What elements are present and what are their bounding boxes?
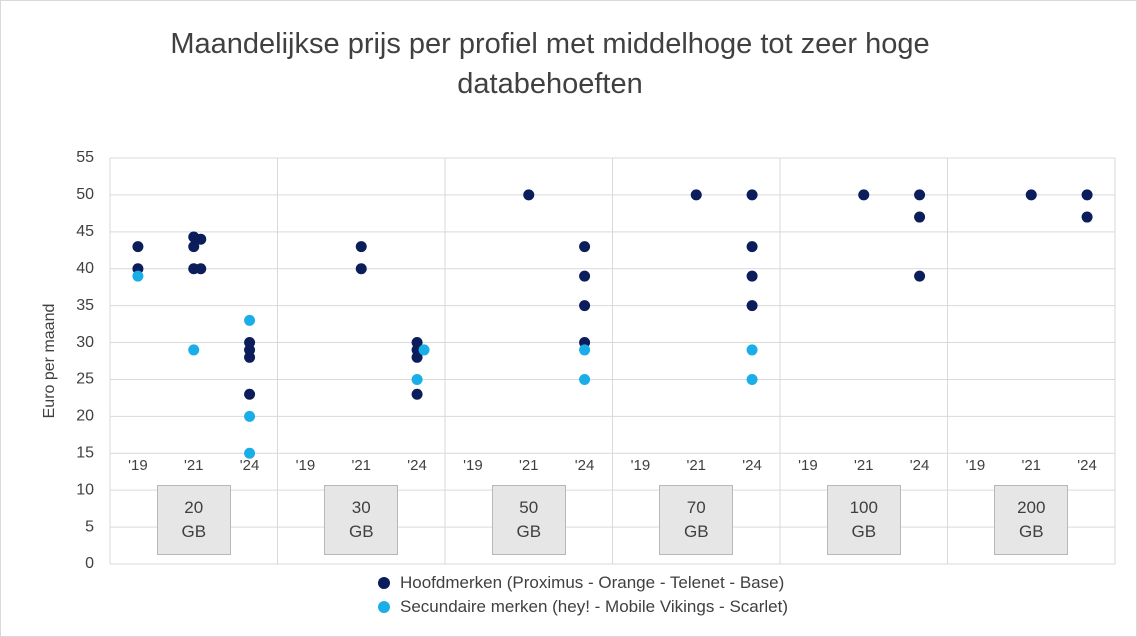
year-label: '21 — [1021, 457, 1041, 474]
category-label: 50 GB — [491, 485, 566, 555]
point — [1081, 189, 1093, 201]
point — [188, 344, 200, 356]
legend-item: Hoofdmerken (Proximus - Orange - Telenet… — [378, 573, 784, 593]
point — [858, 189, 870, 201]
y-tick-label: 40 — [76, 260, 94, 277]
point — [1081, 211, 1093, 223]
y-tick-label: 45 — [76, 223, 94, 240]
point — [244, 314, 256, 326]
year-label: '21 — [351, 457, 371, 474]
point — [355, 241, 367, 253]
year-label: '19 — [798, 457, 818, 474]
point — [579, 241, 591, 253]
category-label: 200 GB — [994, 485, 1069, 555]
point — [244, 337, 256, 349]
point — [579, 344, 591, 356]
point — [244, 351, 256, 363]
point — [411, 351, 423, 363]
point — [411, 337, 423, 349]
point — [411, 373, 423, 385]
category-label: 20 GB — [156, 485, 231, 555]
year-label: '21 — [184, 457, 204, 474]
y-tick-label: 30 — [76, 334, 94, 351]
y-tick-label: 15 — [76, 444, 94, 461]
year-label: '19 — [463, 457, 483, 474]
point — [746, 189, 758, 201]
point — [914, 211, 926, 223]
point — [244, 410, 256, 422]
y-tick-label: 5 — [85, 518, 94, 535]
point — [195, 263, 207, 275]
year-label: '19 — [631, 457, 651, 474]
category-label: 100 GB — [826, 485, 901, 555]
point — [418, 344, 430, 356]
point — [244, 447, 256, 459]
y-axis-label: Euro per maand — [41, 304, 58, 419]
y-tick-label: 55 — [76, 149, 94, 166]
year-label: '19 — [296, 457, 316, 474]
legend-label: Secundaire merken (hey! - Mobile Vikings… — [400, 597, 789, 616]
point — [355, 263, 367, 275]
point — [690, 189, 702, 201]
legend-item: Secundaire merken (hey! - Mobile Vikings… — [378, 597, 788, 617]
point — [1025, 189, 1037, 201]
point — [579, 270, 591, 282]
point — [244, 388, 256, 400]
y-tick-label: 25 — [76, 371, 94, 388]
y-tick-label: 35 — [76, 297, 94, 314]
point — [579, 300, 591, 312]
point — [914, 189, 926, 201]
legend-label: Hoofdmerken (Proximus - Orange - Telenet… — [400, 573, 785, 592]
point — [746, 300, 758, 312]
chart-title: Maandelijkse prijs per profiel met midde… — [170, 28, 930, 100]
y-tick-label: 0 — [85, 555, 94, 572]
point — [746, 270, 758, 282]
point — [523, 189, 535, 201]
point — [914, 270, 926, 282]
point — [188, 241, 200, 253]
legend-swatch — [378, 577, 390, 589]
point — [195, 233, 207, 245]
y-tick-label: 10 — [76, 481, 94, 498]
y-tick-label: 50 — [76, 186, 94, 203]
year-label: '24 — [407, 457, 427, 474]
category-label: 30 GB — [324, 485, 399, 555]
year-label: '24 — [1077, 457, 1097, 474]
point — [132, 270, 144, 282]
year-label: '21 — [686, 457, 706, 474]
year-label: '21 — [854, 457, 874, 474]
year-label: '24 — [910, 457, 930, 474]
y-tick-label: 20 — [76, 408, 94, 425]
point — [746, 344, 758, 356]
point — [132, 241, 144, 253]
year-label: '19 — [128, 457, 148, 474]
point — [746, 241, 758, 253]
year-label: '24 — [742, 457, 762, 474]
point — [579, 373, 591, 385]
point — [411, 388, 423, 400]
point — [746, 373, 758, 385]
category-label: 70 GB — [659, 485, 734, 555]
year-label: '24 — [240, 457, 260, 474]
year-label: '24 — [575, 457, 595, 474]
year-label: '21 — [519, 457, 539, 474]
year-label: '19 — [966, 457, 986, 474]
legend-swatch — [378, 601, 390, 613]
